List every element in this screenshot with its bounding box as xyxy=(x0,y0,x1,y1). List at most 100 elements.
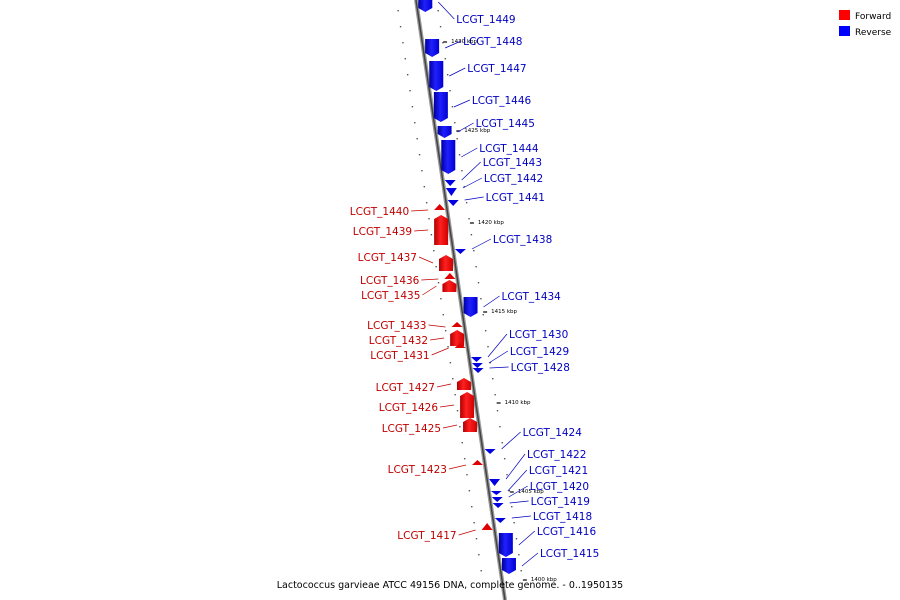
minor-tick xyxy=(456,410,459,412)
gene-lcgt-1437[interactable] xyxy=(439,255,454,271)
minor-tick xyxy=(444,58,447,60)
minor-tick xyxy=(439,26,442,28)
gene-lcgt-1427[interactable] xyxy=(456,378,471,390)
minor-tick xyxy=(414,122,416,124)
minor-tick xyxy=(511,506,513,508)
genome-axis-core xyxy=(415,0,506,600)
legend-reverse-label: Reverse xyxy=(855,28,892,38)
gene-lcgt-1449[interactable] xyxy=(418,0,433,12)
gene-label-lcgt-1422[interactable]: LCGT_1422 xyxy=(527,449,586,461)
gene-lcgt-1431[interactable] xyxy=(454,343,466,348)
gene-label-lcgt-1419[interactable]: LCGT_1419 xyxy=(531,496,590,508)
gene-label-lcgt-1438[interactable]: LCGT_1438 xyxy=(493,234,552,246)
gene-label-lcgt-1427[interactable]: LCGT_1427 xyxy=(376,382,435,394)
minor-tick xyxy=(499,426,501,428)
gene-label-lcgt-1444[interactable]: LCGT_1444 xyxy=(479,143,539,155)
gene-label-lcgt-1429[interactable]: LCGT_1429 xyxy=(510,346,569,358)
gene-label-lcgt-1431[interactable]: LCGT_1431 xyxy=(370,350,429,362)
minor-tick xyxy=(458,154,461,156)
gene-label-lcgt-1440[interactable]: LCGT_1440 xyxy=(350,206,409,218)
gene-lcgt-1421[interactable] xyxy=(490,491,502,495)
gene-lcgt-1419[interactable] xyxy=(492,503,504,508)
gene-lcgt-1436[interactable] xyxy=(444,273,456,279)
gene-lcgt-1444[interactable] xyxy=(441,140,456,174)
gene-label-lcgt-1433[interactable]: LCGT_1433 xyxy=(367,320,426,332)
gene-lcgt-1447[interactable] xyxy=(429,61,444,91)
gene-lcgt-1441[interactable] xyxy=(447,200,459,206)
minor-tick xyxy=(463,458,466,460)
gene-label-lcgt-1443[interactable]: LCGT_1443 xyxy=(483,157,542,169)
gene-label-lcgt-1418[interactable]: LCGT_1418 xyxy=(533,511,592,523)
gene-label-lcgt-1428[interactable]: LCGT_1428 xyxy=(511,362,570,374)
gene-label-lcgt-1426[interactable]: LCGT_1426 xyxy=(379,402,439,414)
gene-label-lcgt-1420[interactable]: LCGT_1420 xyxy=(530,481,589,493)
gene-lcgt-1443[interactable] xyxy=(444,180,456,186)
gene-label-lcgt-1437[interactable]: LCGT_1437 xyxy=(358,252,417,264)
gene-lcgt-1446[interactable] xyxy=(433,92,448,122)
tick-label: 1430 kbp xyxy=(451,39,477,45)
gene-label-lcgt-1417[interactable]: LCGT_1417 xyxy=(397,530,456,542)
gene-leader-lcgt-1418 xyxy=(511,515,531,519)
tick-label: 1405 kbp xyxy=(518,489,544,495)
gene-lcgt-1434[interactable] xyxy=(463,297,478,317)
gene-label-lcgt-1446[interactable]: LCGT_1446 xyxy=(472,95,532,107)
gene-lcgt-1440[interactable] xyxy=(434,204,446,210)
minor-tick xyxy=(471,506,473,508)
legend-forward-label: Forward xyxy=(855,12,891,22)
minor-tick xyxy=(442,42,444,44)
gene-lcgt-1416[interactable] xyxy=(498,533,513,557)
gene-label-lcgt-1436[interactable]: LCGT_1436 xyxy=(360,275,420,287)
gene-label-lcgt-1442[interactable]: LCGT_1442 xyxy=(484,173,543,185)
gene-lcgt-1420[interactable] xyxy=(491,497,503,502)
gene-leader-lcgt-1424 xyxy=(501,431,521,450)
gene-label-lcgt-1416[interactable]: LCGT_1416 xyxy=(537,526,597,538)
gene-lcgt-1422[interactable] xyxy=(489,479,501,486)
gene-lcgt-1433[interactable] xyxy=(451,322,463,327)
gene-label-lcgt-1445[interactable]: LCGT_1445 xyxy=(476,118,535,130)
gene-leader-lcgt-1420 xyxy=(508,485,528,498)
gene-label-lcgt-1424[interactable]: LCGT_1424 xyxy=(523,427,583,439)
gene-label-lcgt-1432[interactable]: LCGT_1432 xyxy=(369,335,428,347)
gene-lcgt-1425[interactable] xyxy=(463,418,478,432)
gene-leader-lcgt-1441 xyxy=(464,196,484,201)
gene-label-lcgt-1435[interactable]: LCGT_1435 xyxy=(361,290,420,302)
gene-label-lcgt-1449[interactable]: LCGT_1449 xyxy=(456,14,515,26)
gene-lcgt-1445[interactable] xyxy=(437,126,452,138)
minor-tick xyxy=(423,186,425,188)
gene-lcgt-1439[interactable] xyxy=(434,215,449,245)
gene-label-lcgt-1430[interactable]: LCGT_1430 xyxy=(509,329,568,341)
gene-label-lcgt-1447[interactable]: LCGT_1447 xyxy=(467,63,526,75)
gene-lcgt-1448[interactable] xyxy=(425,39,440,57)
gene-lcgt-1442[interactable] xyxy=(445,188,457,196)
gene-lcgt-1426[interactable] xyxy=(460,392,475,418)
gene-lcgt-1428[interactable] xyxy=(472,368,484,373)
tick-label: 1420 kbp xyxy=(478,220,504,226)
minor-tick xyxy=(409,90,411,92)
gene-leader-lcgt-1442 xyxy=(462,177,483,189)
minor-tick xyxy=(473,250,475,252)
gene-lcgt-1418[interactable] xyxy=(494,518,506,523)
legend-reverse-swatch xyxy=(839,26,850,36)
gene-label-lcgt-1439[interactable]: LCGT_1439 xyxy=(353,226,412,238)
minor-tick xyxy=(520,570,522,572)
minor-tick xyxy=(437,282,440,284)
gene-leader-lcgt-1431 xyxy=(431,347,449,356)
gene-label-lcgt-1441[interactable]: LCGT_1441 xyxy=(486,192,545,204)
gene-lcgt-1424[interactable] xyxy=(484,449,496,454)
gene-lcgt-1423[interactable] xyxy=(471,460,483,465)
tick-label: 1425 kbp xyxy=(464,128,490,134)
gene-label-lcgt-1434[interactable]: LCGT_1434 xyxy=(502,291,562,303)
gene-lcgt-1415[interactable] xyxy=(501,558,516,574)
gene-lcgt-1435[interactable] xyxy=(442,280,457,292)
minor-tick xyxy=(442,314,444,316)
gene-label-lcgt-1448[interactable]: LCGT_1448 xyxy=(463,36,522,48)
gene-label-lcgt-1423[interactable]: LCGT_1423 xyxy=(388,464,447,476)
gene-label-lcgt-1415[interactable]: LCGT_1415 xyxy=(540,548,599,560)
gene-label-lcgt-1421[interactable]: LCGT_1421 xyxy=(529,465,588,477)
gene-lcgt-1417[interactable] xyxy=(481,523,493,530)
gene-lcgt-1432[interactable] xyxy=(450,330,465,346)
gene-lcgt-1429[interactable] xyxy=(471,363,483,368)
gene-lcgt-1438[interactable] xyxy=(454,249,466,254)
gene-label-lcgt-1425[interactable]: LCGT_1425 xyxy=(382,423,441,435)
gene-lcgt-1430[interactable] xyxy=(470,357,482,362)
